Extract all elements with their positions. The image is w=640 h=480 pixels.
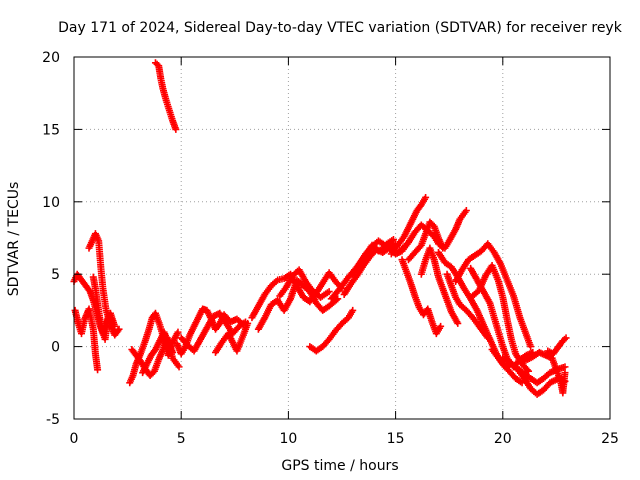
data-point — [115, 325, 123, 333]
data-point — [174, 328, 182, 336]
y-tick-label: 5 — [51, 267, 60, 283]
data-point — [175, 363, 183, 371]
y-tick-label: 0 — [51, 340, 60, 356]
plot-frame — [73, 56, 611, 420]
data-point — [439, 244, 447, 252]
x-tick-label: 10 — [279, 431, 297, 447]
satellite-track — [306, 306, 357, 355]
data-point — [325, 288, 333, 296]
data-point — [437, 322, 445, 330]
data-point — [109, 317, 117, 325]
data-point — [172, 125, 180, 133]
x-tick-label: 20 — [494, 431, 512, 447]
data-point — [389, 235, 397, 243]
data-point — [108, 315, 116, 323]
x-tick-label: 15 — [387, 431, 405, 447]
x-tick-label: 0 — [70, 431, 79, 447]
data-point — [454, 319, 462, 327]
satellite-track — [387, 193, 430, 258]
data-series — [70, 59, 570, 398]
satellite-track — [139, 328, 177, 377]
x-tick-label: 25 — [601, 431, 619, 447]
data-point — [94, 366, 102, 374]
data-point — [114, 327, 122, 335]
satellite-track — [469, 262, 533, 375]
data-point — [525, 367, 533, 375]
satellite-track — [398, 256, 445, 338]
y-tick-label: 10 — [42, 195, 60, 211]
satellite-track — [254, 276, 342, 333]
data-point — [334, 295, 342, 303]
satellite-track — [404, 218, 447, 264]
axis-ticks: 0 5 10 15 20 25 -5 0 5 10 15 20 — [42, 50, 619, 447]
y-tick-label: -5 — [46, 412, 60, 428]
satellite-track — [349, 235, 397, 278]
data-point — [561, 369, 569, 377]
y-tick-label: 20 — [42, 50, 60, 66]
satellite-track — [452, 240, 535, 351]
data-point — [169, 348, 177, 356]
x-axis-label: GPS time / hours — [281, 458, 398, 474]
satellite-track — [276, 266, 333, 301]
satellite-track — [85, 230, 123, 339]
y-axis-label: SDTVAR / TECUs — [6, 182, 22, 297]
data-point — [332, 296, 340, 304]
satellite-track — [544, 334, 570, 358]
data-point — [244, 319, 252, 327]
grid — [74, 57, 610, 419]
data-point — [349, 306, 357, 314]
satellite-track — [417, 244, 462, 327]
data-point — [422, 193, 430, 201]
data-point — [562, 334, 570, 342]
satellite-track — [340, 240, 400, 298]
satellite-track — [212, 319, 252, 356]
y-tick-label: 15 — [42, 122, 60, 138]
data-point — [523, 366, 531, 374]
satellite-track — [520, 348, 569, 397]
satellite-track — [499, 354, 569, 387]
data-point — [462, 206, 470, 214]
satellite-track — [151, 59, 180, 133]
chart-title: Day 171 of 2024, Sidereal Day-to-day VTE… — [58, 20, 623, 36]
x-tick-label: 5 — [177, 431, 186, 447]
data-point — [527, 343, 535, 351]
satellite-track — [89, 273, 117, 343]
satellite-track — [71, 305, 102, 374]
